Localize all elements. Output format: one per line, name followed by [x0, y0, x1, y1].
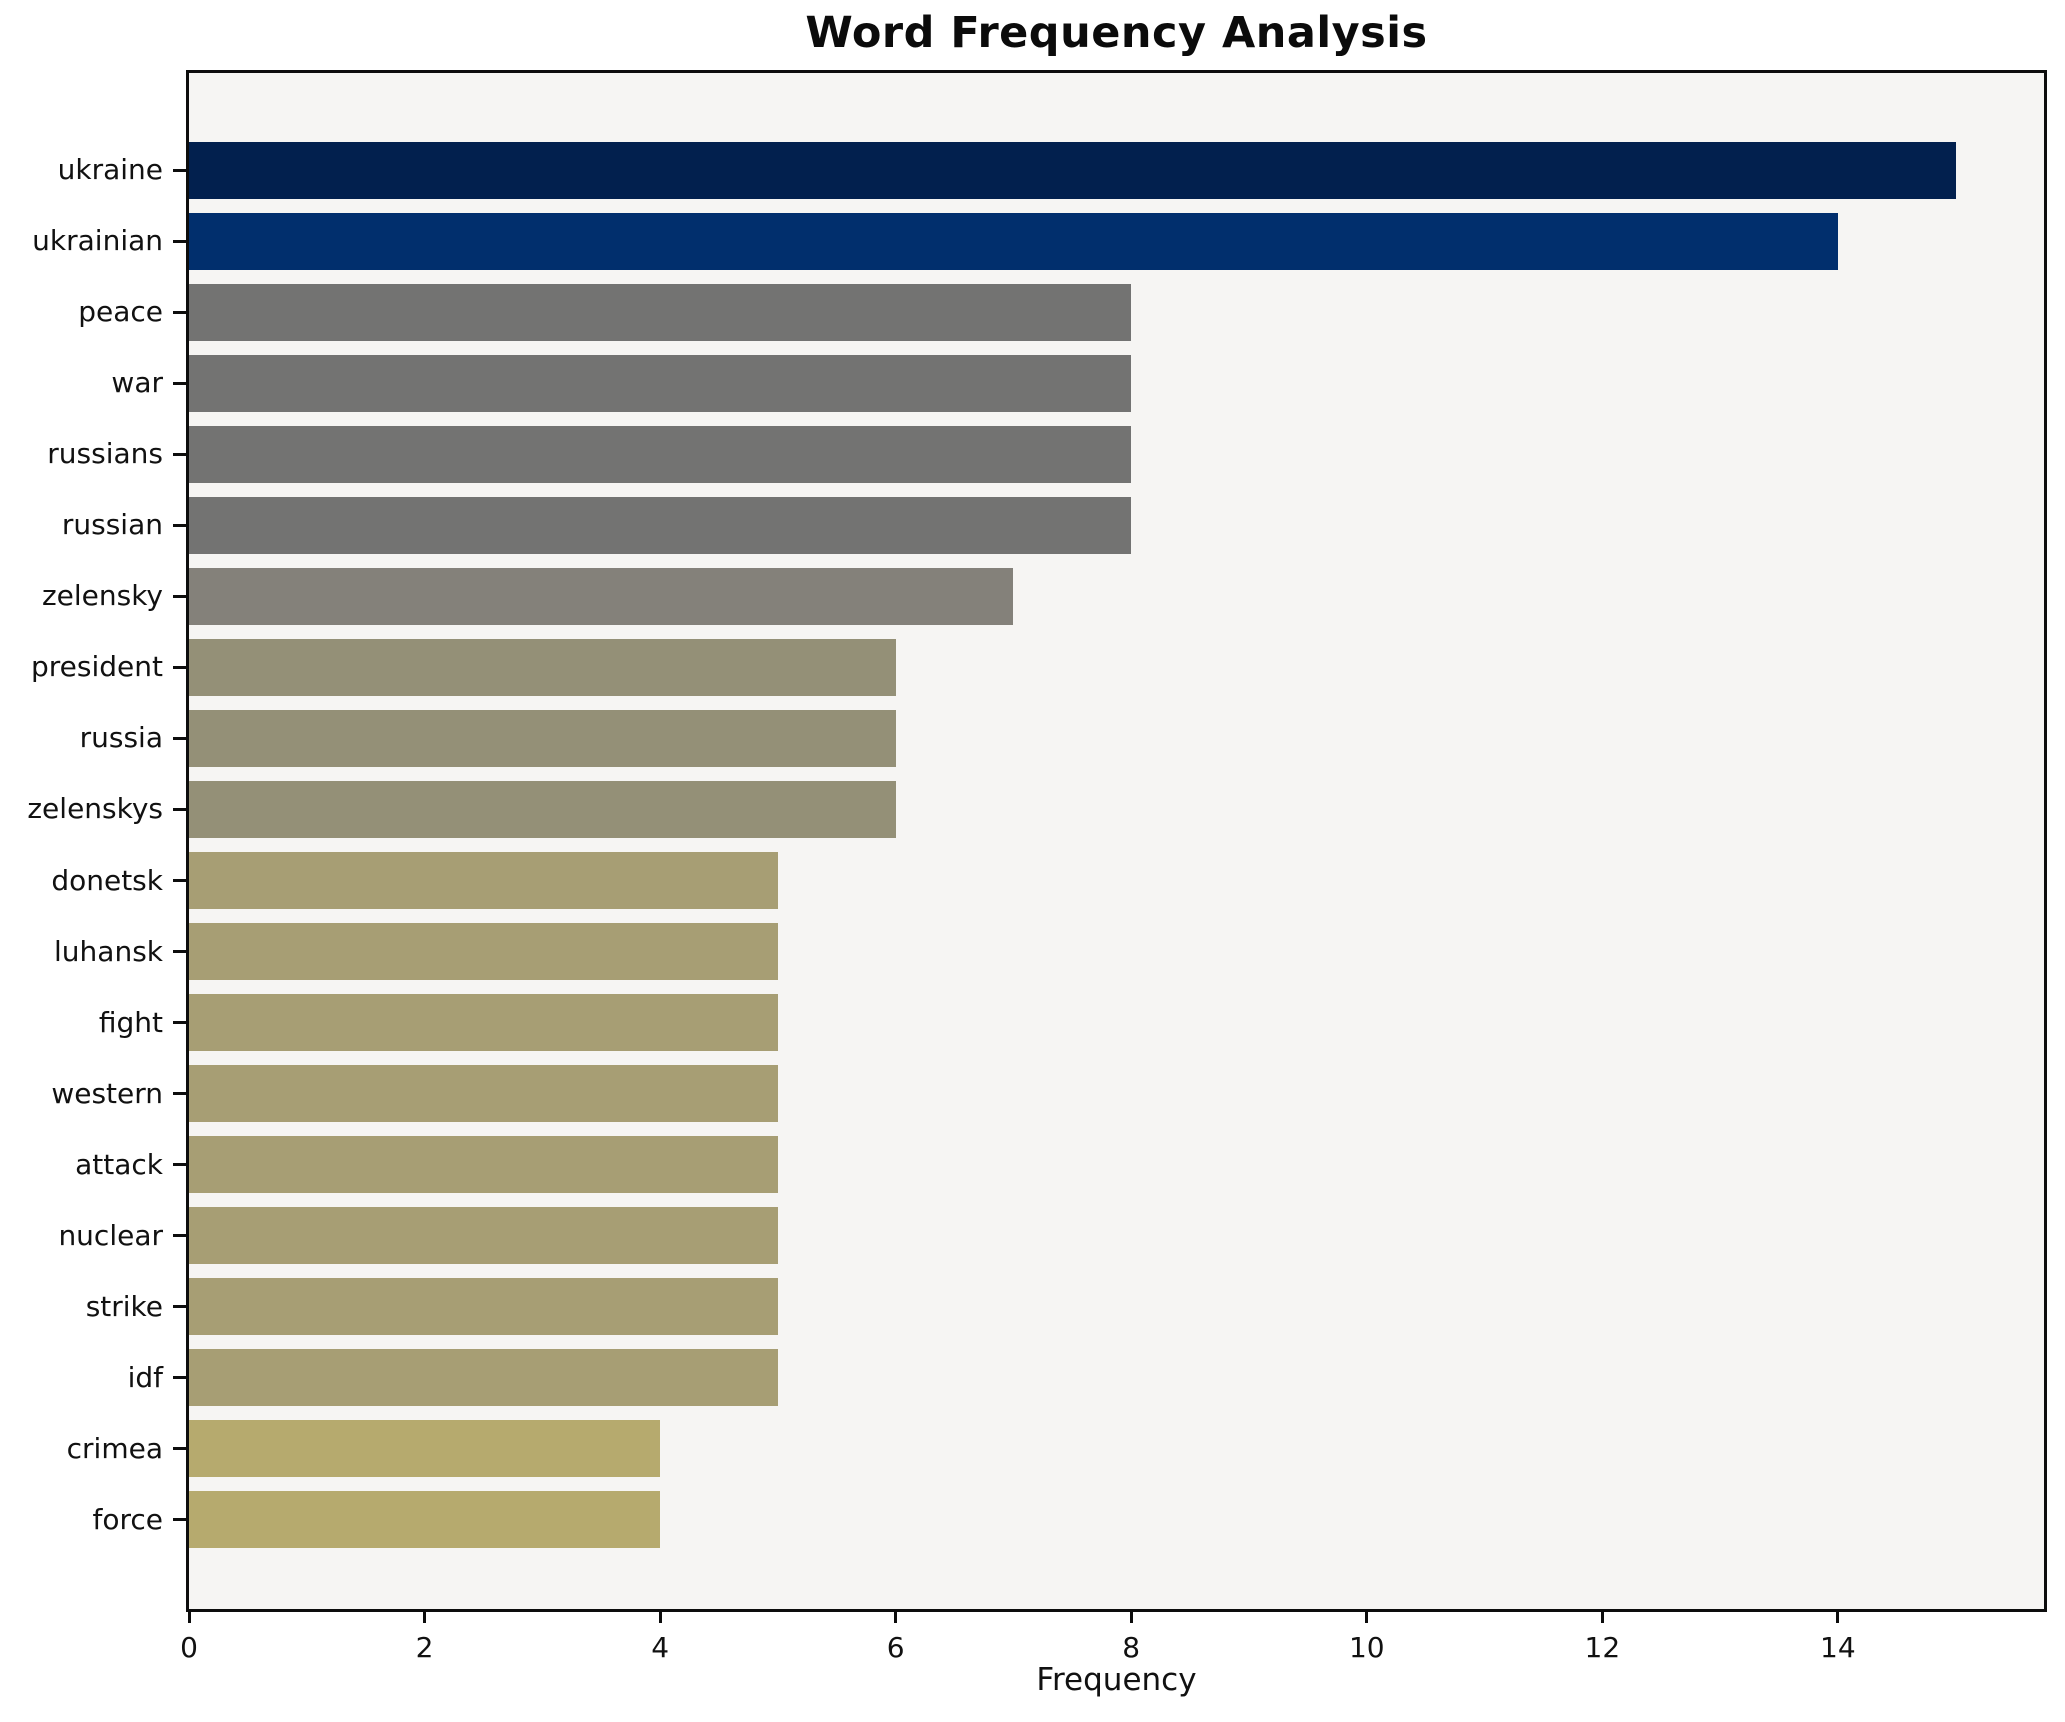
x-axis-tick: [658, 1609, 662, 1623]
x-axis-tick: [187, 1609, 191, 1623]
y-axis-tick: [173, 807, 186, 811]
y-axis-tick: [173, 523, 186, 527]
x-tick-label-6: 6: [886, 1631, 905, 1664]
y-tick-label-luhansk: luhansk: [54, 934, 163, 968]
bar-president: [189, 638, 896, 696]
bar-fight: [189, 994, 778, 1052]
y-tick-label-idf: idf: [127, 1360, 163, 1394]
bar-peace: [189, 283, 1132, 341]
y-axis-tick: [173, 310, 186, 314]
y-axis-tick: [173, 1447, 186, 1451]
bar-western: [189, 1065, 778, 1123]
bar-nuclear: [189, 1207, 778, 1265]
y-tick-label-crimea: crimea: [66, 1431, 163, 1465]
bar-zelensky: [189, 567, 1014, 625]
y-axis-tick: [173, 594, 186, 598]
y-tick-label-russia: russia: [79, 721, 163, 755]
bar-war: [189, 354, 1132, 412]
y-tick-label-western: western: [51, 1076, 163, 1110]
y-axis-tick: [173, 1021, 186, 1025]
plot-area: ukraine ukrainian peace war russians russian z…: [27, 70, 2047, 1664]
x-axis-tick: [1600, 1609, 1604, 1623]
y-axis-tick: [173, 665, 186, 669]
x-tick-label-10: 10: [1348, 1631, 1385, 1664]
bar-donetsk: [189, 852, 778, 909]
y-tick-label-ukraine: ukraine: [57, 153, 163, 186]
x-tick-label-8: 8: [1122, 1631, 1141, 1664]
y-tick-label-nuclear: nuclear: [58, 1218, 163, 1252]
x-axis-label: Frequency: [1036, 1662, 1197, 1698]
y-tick-label-peace: peace: [78, 295, 163, 329]
y-tick-label-president: president: [31, 650, 163, 684]
bar-ukraine: [189, 141, 1956, 199]
bar-luhansk: [189, 923, 778, 981]
bar-ukrainian: [189, 212, 1838, 270]
y-tick-label-russians: russians: [47, 437, 163, 471]
bar-attack: [189, 1136, 778, 1194]
y-tick-label-russian: russian: [61, 508, 163, 542]
bar-force: [189, 1491, 661, 1549]
bar-crimea: [189, 1420, 661, 1478]
x-axis-tick: [1129, 1609, 1133, 1623]
y-tick-label-attack: attack: [75, 1147, 163, 1181]
bar-russia: [189, 709, 896, 767]
x-tick-label-4: 4: [651, 1631, 670, 1664]
x-axis-tick: [1836, 1609, 1840, 1623]
y-axis-tick: [173, 1305, 186, 1309]
y-axis-tick: [173, 1376, 186, 1380]
x-tick-label-14: 14: [1820, 1631, 1856, 1664]
x-tick-label-2: 2: [415, 1631, 434, 1664]
y-tick-label-strike: strike: [85, 1289, 163, 1323]
y-axis-tick: [173, 736, 186, 740]
x-axis-tick: [423, 1609, 427, 1623]
y-tick-label-zelensky: zelensky: [41, 579, 163, 613]
chart-title: Word Frequency Analysis: [805, 8, 1428, 58]
y-axis-tick: [173, 1518, 186, 1522]
y-tick-label-donetsk: donetsk: [51, 863, 163, 897]
x-tick-label-0: 0: [180, 1631, 198, 1664]
bar-zelenskys: [189, 780, 896, 838]
y-tick-label-zelenskys: zelenskys: [27, 792, 163, 826]
y-axis-tick: [173, 452, 186, 456]
bar-idf: [189, 1349, 778, 1407]
x-axis-tick: [894, 1609, 898, 1623]
y-axis-tick: [173, 879, 186, 882]
x-tick-label-12: 12: [1584, 1631, 1621, 1664]
y-axis-tick: [173, 1092, 186, 1096]
y-axis-tick: [173, 950, 186, 954]
y-tick-label-ukrainian: ukrainian: [32, 224, 163, 258]
y-tick-label-fight: fight: [98, 1005, 163, 1039]
bar-russian: [189, 496, 1132, 554]
y-axis-tick: [173, 1234, 186, 1238]
y-tick-label-war: war: [111, 366, 163, 400]
x-axis-tick: [1365, 1609, 1369, 1623]
bar-strike: [189, 1278, 778, 1336]
y-axis-tick: [173, 1163, 186, 1167]
y-axis-tick: [173, 168, 186, 172]
y-axis-tick: [173, 381, 186, 385]
y-tick-label-force: force: [92, 1502, 163, 1536]
y-axis-tick: [173, 239, 186, 243]
bar-russians: [189, 425, 1132, 483]
